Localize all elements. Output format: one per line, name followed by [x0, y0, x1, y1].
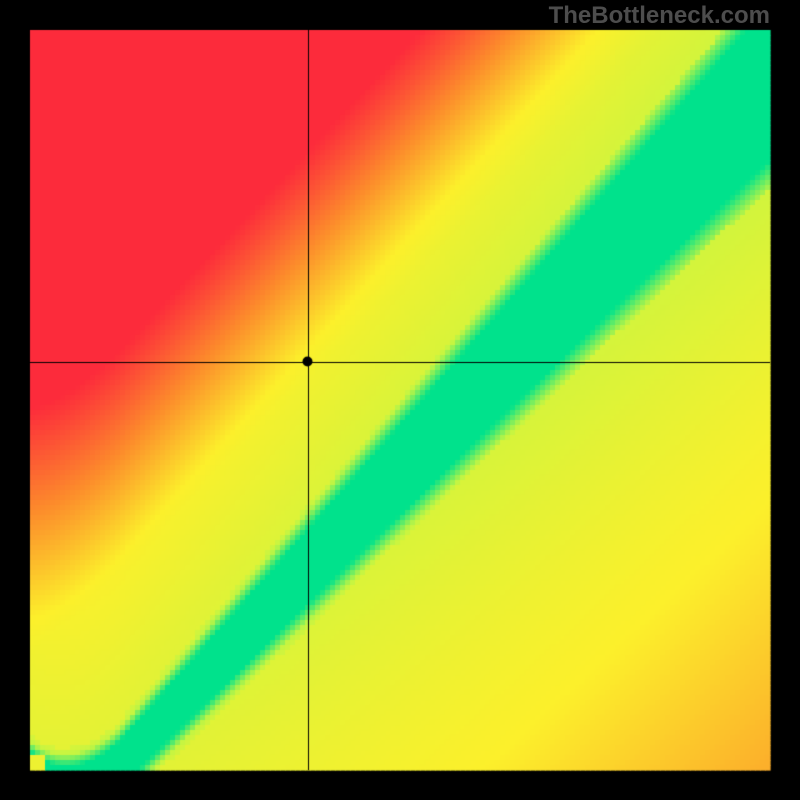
watermark-text: TheBottleneck.com: [549, 2, 770, 30]
chart-container: TheBottleneck.com: [0, 0, 800, 800]
bottleneck-heatmap: [0, 0, 800, 800]
